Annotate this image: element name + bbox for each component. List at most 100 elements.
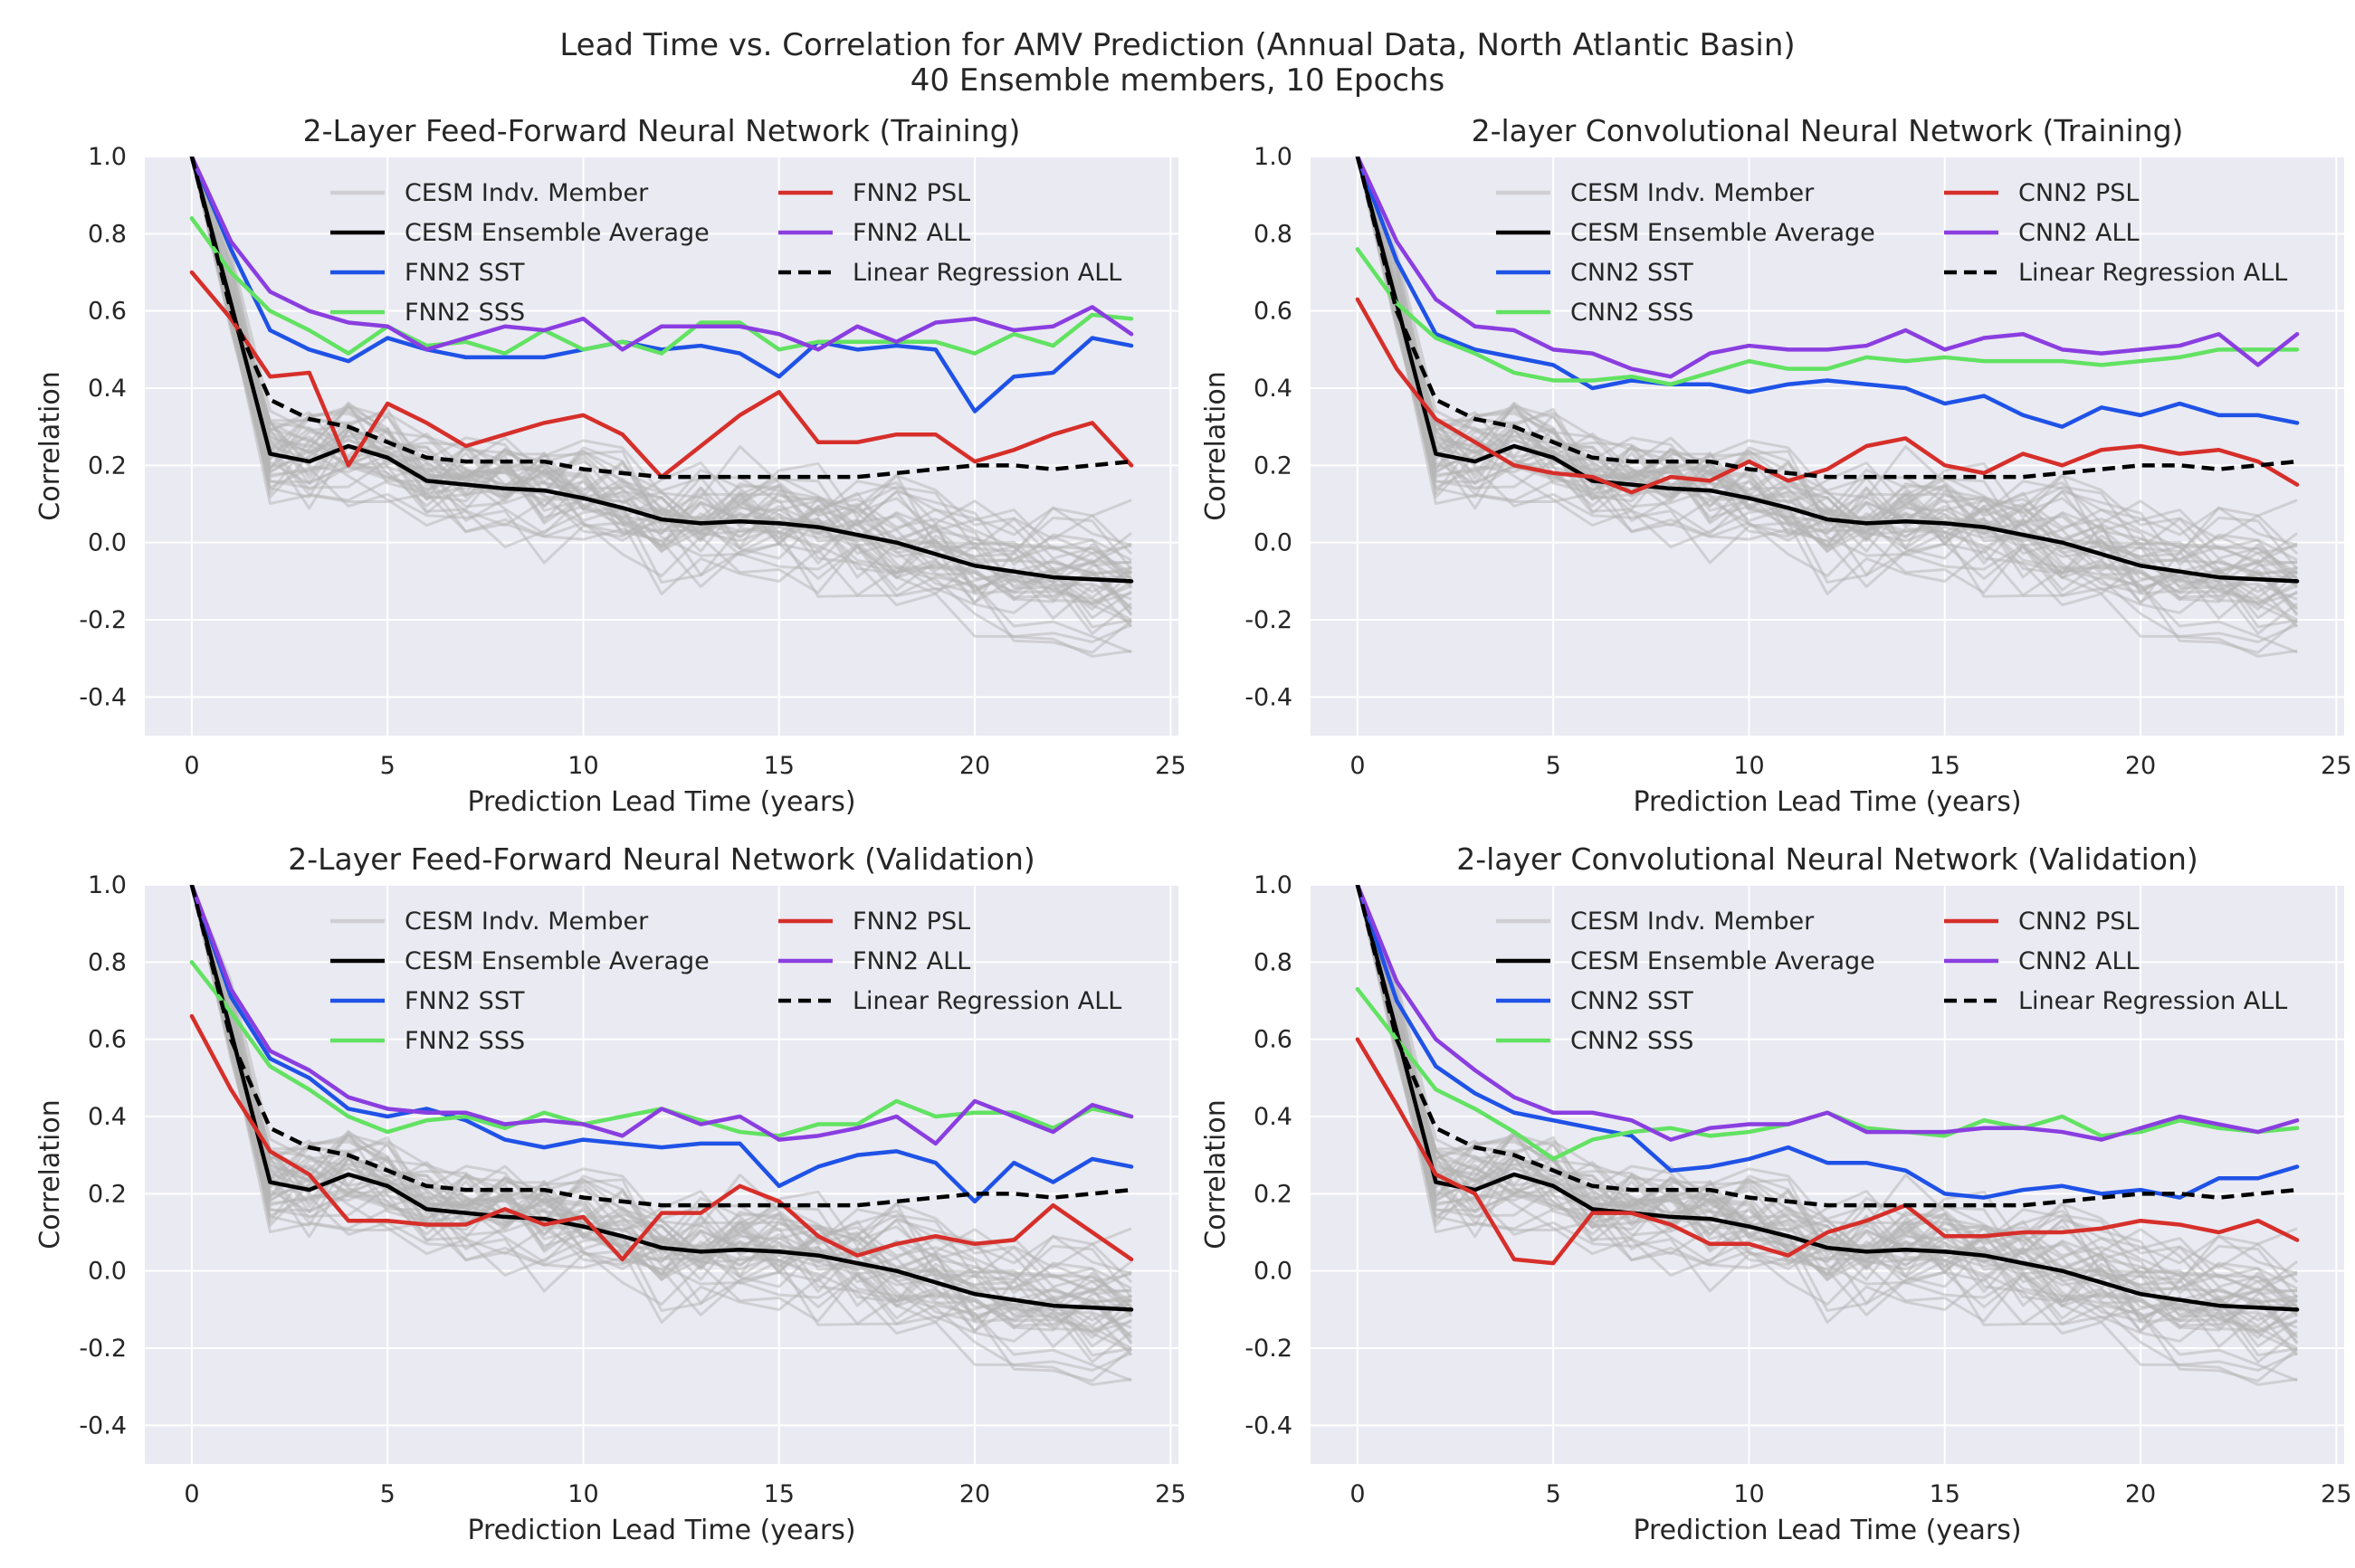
y-tick-label: 0.6 (88, 298, 127, 326)
legend: CESM Indv. Member CESM Ensemble Average CN… (1496, 908, 2287, 1055)
y-tick-label: -0.4 (1244, 1411, 1292, 1440)
y-tick-label: 1.0 (88, 871, 127, 899)
legend-label: CNN2 PSL (2018, 908, 2139, 936)
series-line-sst (1355, 157, 2300, 429)
ensemble-member-line (190, 885, 1132, 1386)
legend-label: CESM Ensemble Average (1570, 219, 1875, 247)
legend-label: Linear Regression ALL (2018, 987, 2287, 1015)
figure-subtitle: 40 Ensemble members, 10 Epochs (911, 62, 1444, 99)
subplot-title: 2-Layer Feed-Forward Neural Network (Val… (288, 841, 1035, 877)
series-line-linreg (189, 885, 1132, 1208)
legend-label: CNN2 SST (1570, 987, 1693, 1015)
x-tick-label: 20 (2125, 752, 2156, 780)
ensemble-member-line (1356, 885, 2299, 1338)
ensemble-member-line (190, 157, 1133, 589)
ensemble-member-line (1356, 157, 2299, 589)
x-tick-label: 15 (764, 752, 795, 780)
ensemble-member-line (190, 885, 1132, 1353)
y-tick-label: 1.0 (1254, 143, 1292, 171)
legend-label: CNN2 ALL (2018, 219, 2140, 247)
legend-label: FNN2 SSS (405, 299, 525, 327)
y-tick-label: 0.4 (88, 1103, 127, 1131)
ensemble-member-line (1356, 885, 2298, 1332)
ensemble-member-line (1356, 885, 2298, 1372)
y-tick-label: -0.2 (79, 606, 127, 634)
legend-label: FNN2 SSS (405, 1027, 525, 1055)
ensemble-member-line (1356, 885, 2299, 1317)
y-tick-label: 1.0 (1254, 871, 1292, 899)
series-line-sss (1355, 247, 2300, 386)
y-tick-label: 0.8 (88, 948, 127, 976)
legend-label: FNN2 SST (405, 987, 525, 1015)
x-tick-label: 0 (184, 752, 199, 780)
ensemble-member-line (1356, 157, 2298, 643)
ensemble-member-line (190, 157, 1132, 622)
legend-label: Linear Regression ALL (853, 987, 1121, 1015)
x-tick-label: 5 (1546, 1480, 1561, 1508)
ensemble-member-line (190, 157, 1132, 624)
ensemble-member-line (190, 885, 1132, 1372)
legend-label: CESM Indv. Member (405, 908, 649, 936)
ensemble-member-line (1356, 157, 2298, 624)
series-line-all (1355, 157, 2300, 379)
series-group (1355, 157, 2300, 658)
y-tick-label: 0.2 (1254, 451, 1292, 480)
series-line-linreg (1355, 157, 2298, 480)
y-tick-label: 0.4 (88, 375, 127, 403)
legend-label: Linear Regression ALL (2018, 259, 2287, 287)
x-tick-label: 15 (764, 1480, 795, 1508)
ensemble-member-line (1356, 157, 2299, 610)
legend-label: CESM Indv. Member (1570, 908, 1815, 936)
y-tick-label: 0.4 (1254, 1103, 1292, 1131)
ensemble-member-line (1356, 157, 2298, 562)
legend-label: FNN2 PSL (853, 908, 970, 936)
legend-label: CESM Ensemble Average (405, 947, 710, 975)
x-tick-label: 25 (2321, 1480, 2351, 1508)
ensemble-member-line (190, 885, 1132, 1332)
x-tick-label: 25 (1155, 752, 1186, 780)
y-axis-label: Correlation (1200, 371, 1232, 520)
subplot-title: 2-layer Convolutional Neural Network (Va… (1456, 841, 2198, 877)
ensemble-member-line (1356, 157, 2298, 622)
subplot-3: 0 5 10 15 20 25 -0.4 -0.2 0.0 0.2 0.4 0.6 0.8 1.0 2-La… (34, 841, 1187, 1546)
y-tick-label: 0.4 (1254, 375, 1292, 403)
series-line-psl (1355, 297, 2300, 495)
y-tick-label: 0.2 (88, 451, 127, 480)
ensemble-member-line (190, 157, 1132, 643)
series-group (189, 885, 1134, 1386)
x-tick-label: 25 (2321, 752, 2351, 780)
x-tick-label: 10 (1733, 1480, 1764, 1508)
y-axis-label: Correlation (1200, 1099, 1232, 1249)
y-tick-label: 0.6 (88, 1026, 127, 1054)
ensemble-member-line (1356, 157, 2298, 658)
legend-label: CESM Indv. Member (1570, 179, 1815, 207)
y-tick-label: 0.8 (1254, 948, 1292, 976)
x-tick-label: 10 (567, 1480, 598, 1508)
y-tick-label: 0.2 (88, 1180, 127, 1208)
y-tick-label: 0.8 (88, 220, 127, 248)
ensemble-member-line (1356, 885, 2299, 1309)
ensemble-member-line (1356, 885, 2299, 1364)
series-line-sst (189, 157, 1134, 413)
series-line-sst (189, 885, 1134, 1204)
x-axis-label: Prediction Lead Time (years) (1633, 1515, 2021, 1546)
y-tick-label: -0.2 (79, 1335, 127, 1363)
x-tick-label: 20 (2125, 1480, 2156, 1508)
legend-label: CNN2 SSS (1570, 1027, 1693, 1055)
legend-label: CNN2 SST (1570, 259, 1693, 287)
legend-label: CNN2 SSS (1570, 299, 1693, 327)
y-tick-label: 0.0 (1254, 1258, 1292, 1286)
ensemble-member-line (190, 157, 1133, 635)
ensemble-member-line (1356, 885, 2298, 1386)
x-tick-label: 0 (1349, 1480, 1365, 1508)
y-tick-label: 0.0 (1254, 529, 1292, 557)
x-tick-label: 5 (380, 752, 396, 780)
legend-label: CESM Ensemble Average (1570, 947, 1875, 975)
legend-label: FNN2 SST (405, 259, 525, 287)
x-tick-label: 5 (1546, 752, 1561, 780)
x-tick-label: 5 (380, 1480, 396, 1508)
ensemble-member-line (1356, 885, 2298, 1350)
legend-label: CNN2 PSL (2018, 179, 2139, 207)
legend-label: CESM Ensemble Average (405, 219, 710, 247)
